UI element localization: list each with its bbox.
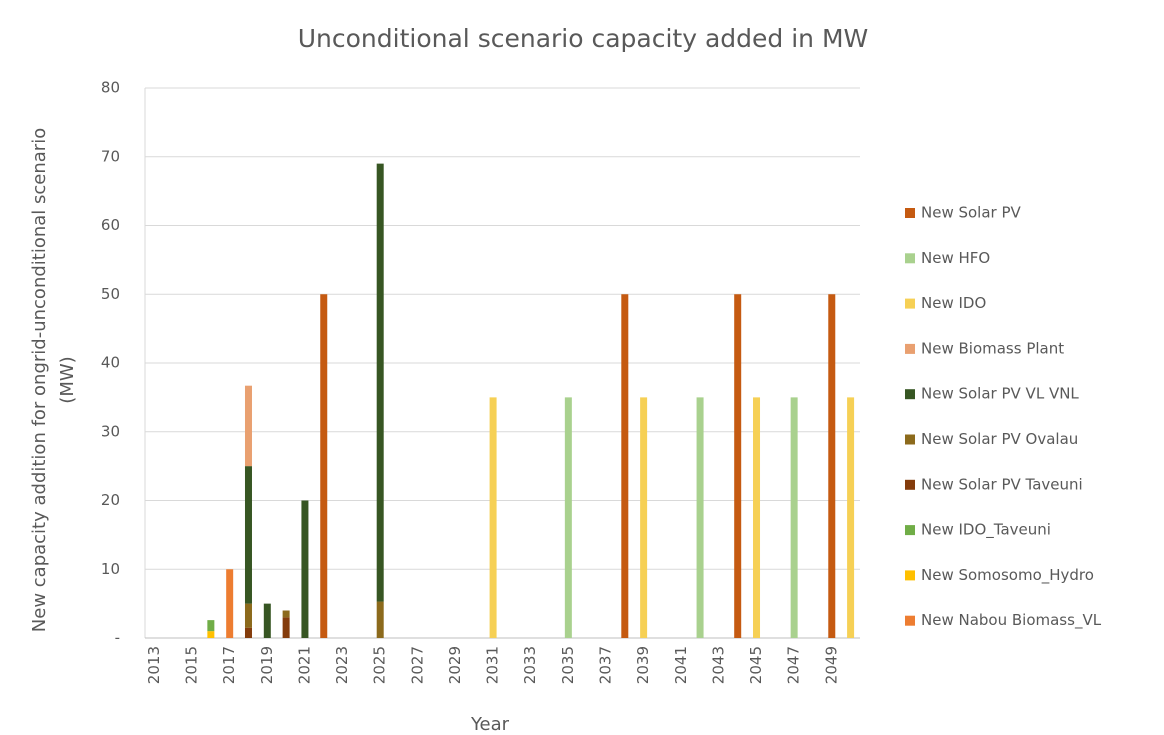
- bar-segment: [376, 163, 384, 602]
- legend-label: New IDO: [921, 294, 986, 312]
- x-tick-label: 2027: [408, 646, 426, 684]
- x-axis-title: Year: [470, 714, 510, 735]
- y-axis-title: New capacity addition for ongrid-uncondi…: [29, 128, 50, 632]
- x-tick-label: 2045: [747, 646, 765, 684]
- bar-segment: [301, 500, 309, 638]
- bar-segment: [263, 603, 271, 638]
- legend-label: New Solar PV: [921, 204, 1022, 222]
- y-tick-label: -: [115, 629, 120, 647]
- bar-segment: [244, 385, 252, 467]
- x-tick-label: 2029: [446, 646, 464, 684]
- x-tick-label: 2047: [785, 646, 803, 684]
- bar-segment: [244, 466, 252, 604]
- bar-segment: [696, 397, 704, 638]
- legend-label: New HFO: [921, 249, 990, 267]
- x-tick-label: 2017: [220, 646, 238, 684]
- bar-segment: [640, 397, 648, 638]
- x-tick-label: 2013: [145, 646, 163, 684]
- legend-swatch: [905, 208, 915, 218]
- legend-swatch: [905, 525, 915, 536]
- legend-swatch: [905, 298, 915, 309]
- bar-segment: [753, 397, 761, 638]
- y-tick-label: 80: [101, 79, 120, 97]
- bar-segment: [564, 397, 572, 638]
- legend-label: New IDO_Taveuni: [921, 521, 1051, 540]
- y-tick-label: 30: [101, 422, 120, 440]
- legend-swatch: [905, 570, 915, 581]
- legend-swatch: [905, 389, 915, 400]
- x-tick-label: 2031: [484, 646, 502, 684]
- legend-label: New Biomass Plant: [921, 339, 1064, 357]
- y-tick-label: 60: [101, 216, 120, 234]
- legend-label: New Solar PV Taveuni: [921, 475, 1083, 493]
- x-tick-label: 2019: [258, 646, 276, 684]
- x-tick-label: 2021: [295, 646, 313, 684]
- x-tick-label: 2037: [596, 646, 614, 684]
- x-tick-label: 2043: [709, 646, 727, 684]
- y-tick-label: 40: [101, 354, 120, 372]
- legend-label: New Solar PV Ovalau: [921, 430, 1078, 448]
- bar-segment: [734, 294, 742, 638]
- chart-title: Unconditional scenario capacity added in…: [298, 24, 869, 53]
- legend-label: New Nabou Biomass_VL: [921, 611, 1102, 630]
- bar-segment: [244, 603, 252, 628]
- x-tick-label: 2039: [634, 646, 652, 684]
- y-axis-title: (MW): [57, 356, 78, 403]
- bar-segment: [847, 397, 855, 638]
- bar-segment: [790, 397, 798, 638]
- bar-segment: [320, 294, 328, 638]
- legend-label: New Somosomo_Hydro: [921, 566, 1094, 585]
- bar-segment: [376, 601, 384, 638]
- legend-swatch: [905, 434, 915, 445]
- bar-segment: [244, 627, 252, 638]
- x-tick-label: 2015: [183, 646, 201, 684]
- x-tick-label: 2025: [371, 646, 389, 684]
- y-tick-label: 70: [101, 147, 120, 165]
- bar-segment: [282, 610, 290, 618]
- x-tick-label: 2041: [672, 646, 690, 684]
- x-tick-label: 2023: [333, 646, 351, 684]
- legend-swatch: [905, 253, 915, 264]
- legend-swatch: [905, 479, 915, 490]
- bar-segment: [207, 620, 215, 632]
- bar-segment: [226, 569, 234, 638]
- y-tick-label: 10: [101, 560, 120, 578]
- legend-label: New Solar PV VL VNL: [921, 385, 1079, 403]
- bar-segment: [207, 631, 215, 638]
- y-tick-label: 50: [101, 285, 120, 303]
- bar-segment: [282, 617, 290, 638]
- x-tick-label: 2035: [559, 646, 577, 684]
- x-tick-label: 2049: [822, 646, 840, 684]
- bar-segment: [489, 397, 497, 638]
- y-tick-label: 20: [101, 491, 120, 509]
- legend-swatch: [905, 343, 915, 354]
- legend-swatch: [905, 615, 915, 626]
- bar-segment: [621, 294, 629, 638]
- x-tick-label: 2033: [521, 646, 539, 684]
- bar-segment: [828, 294, 836, 638]
